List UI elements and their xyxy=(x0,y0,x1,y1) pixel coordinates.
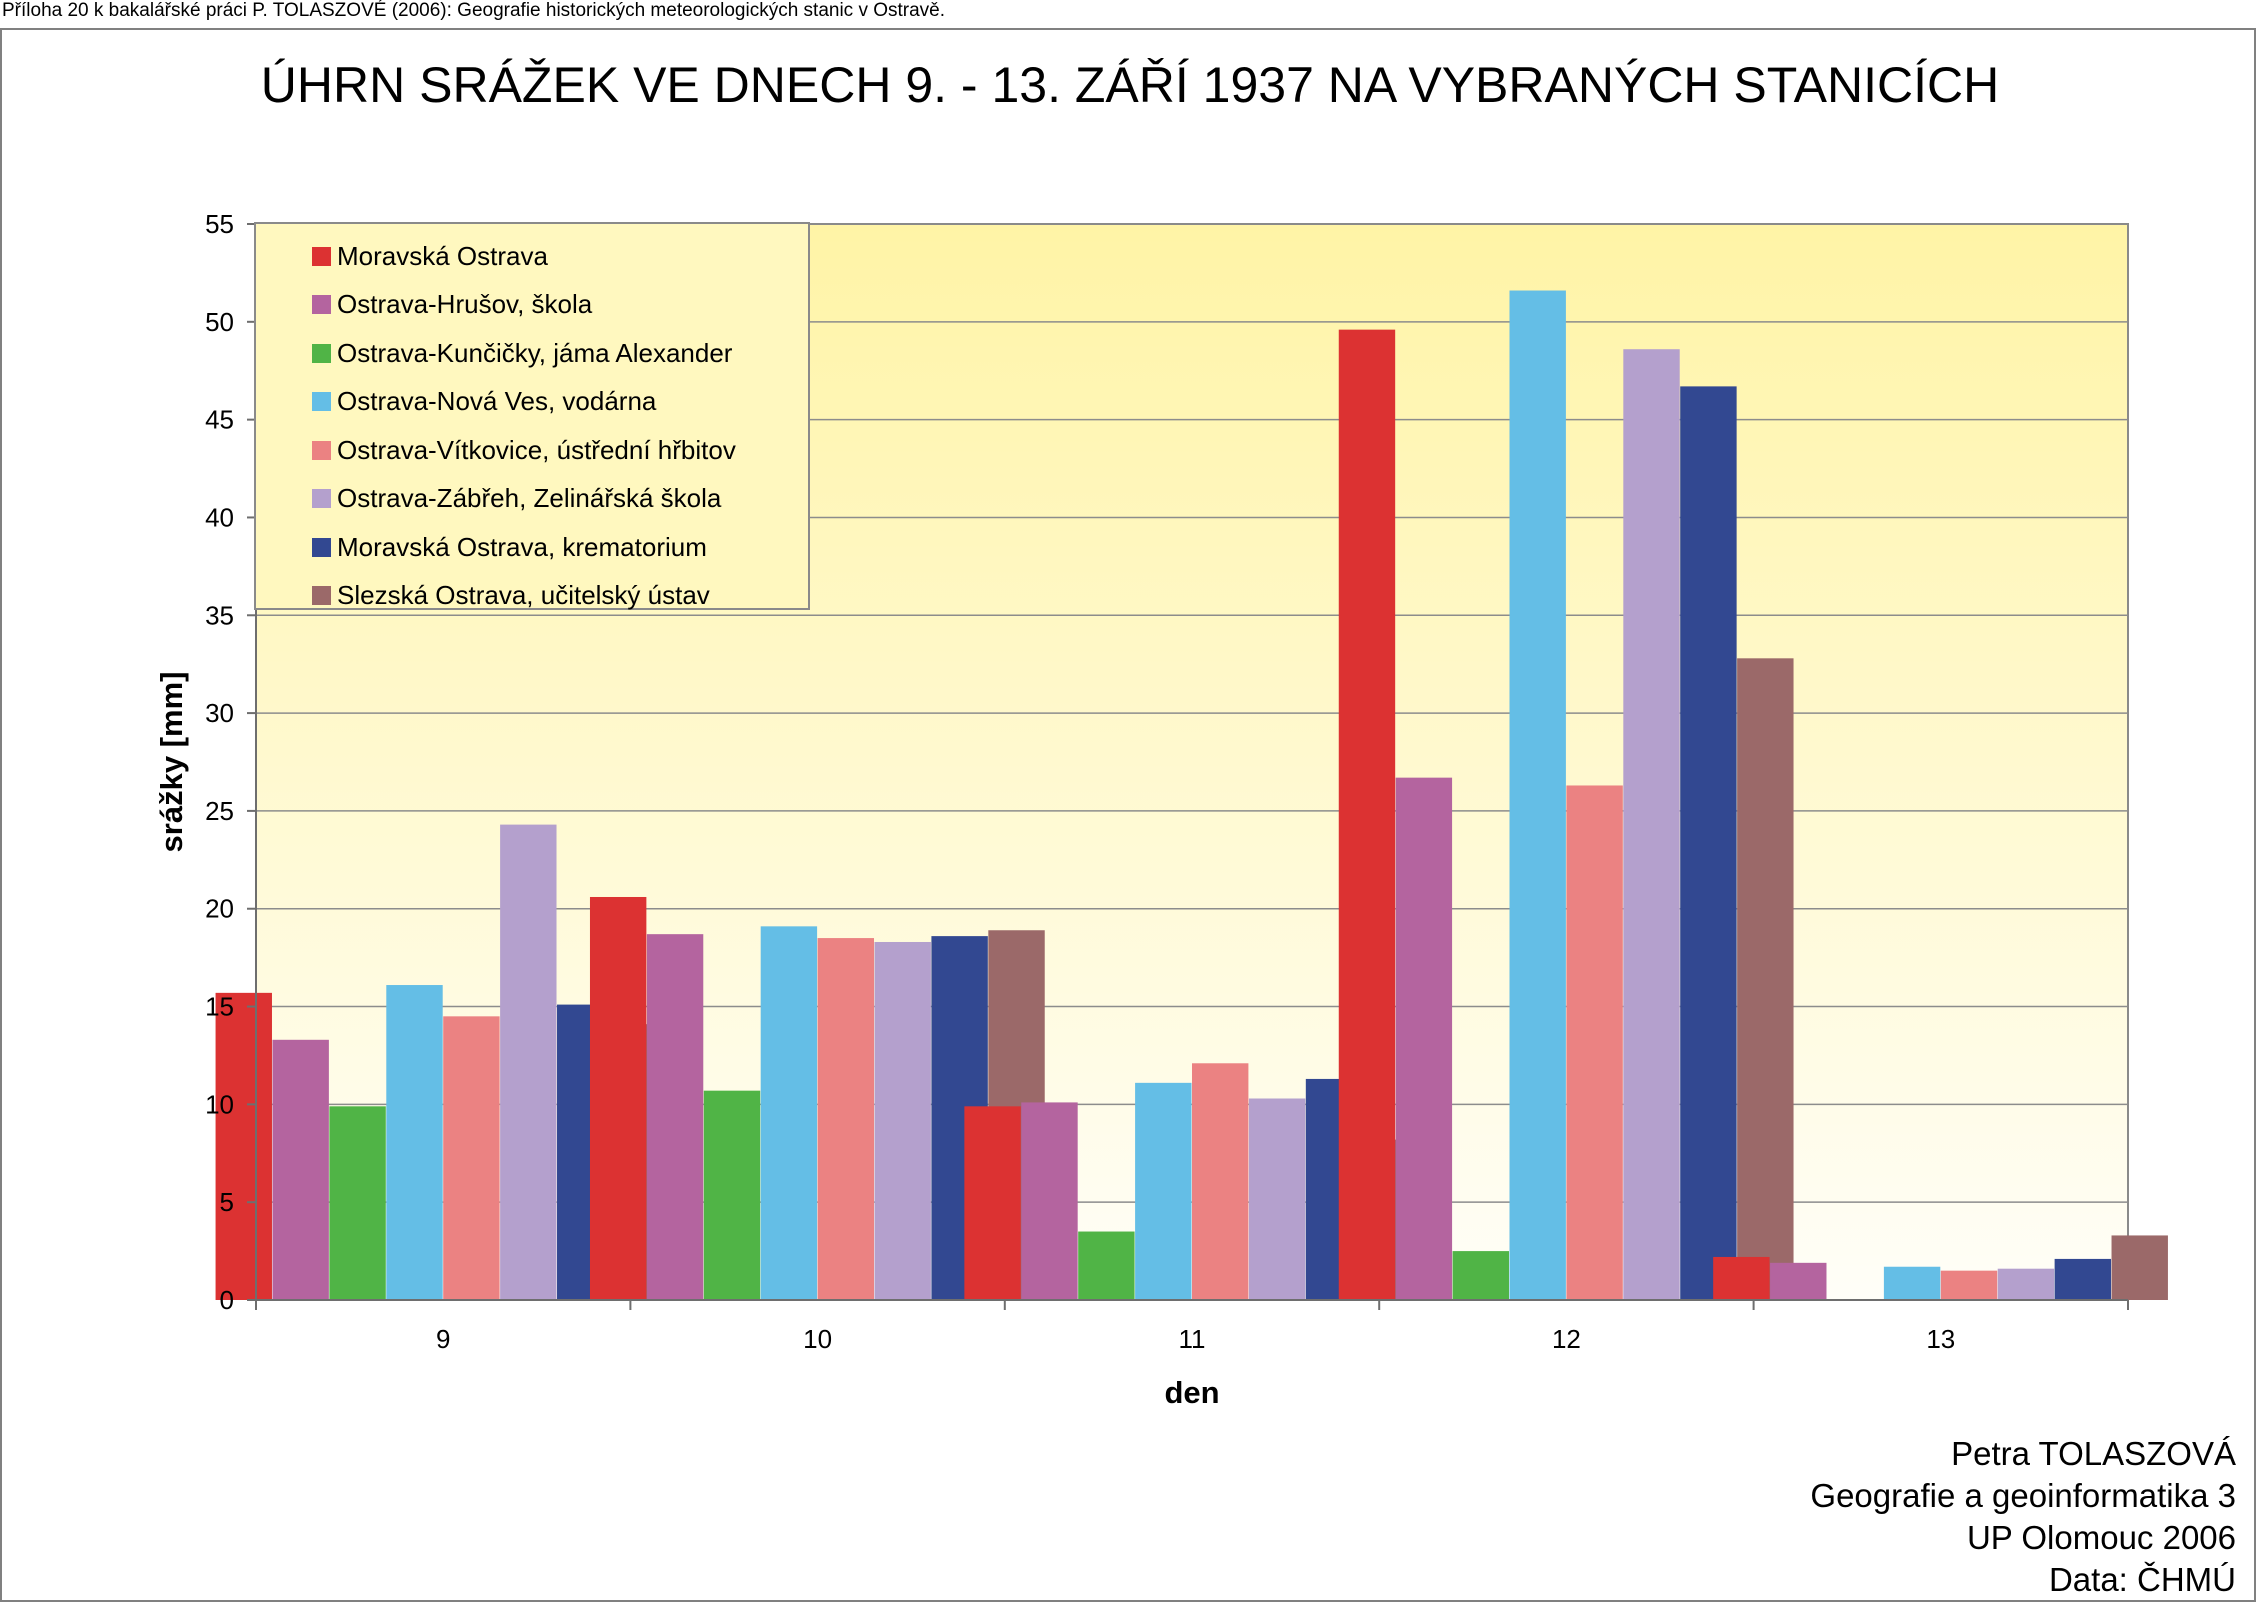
axis-labels: 0 5 10 15 20 25 30 35 40 45 50 55 9 10 11 12 13 den srážky… xyxy=(154,209,1955,1410)
bar xyxy=(443,1016,500,1300)
bar xyxy=(1078,1231,1135,1300)
bar xyxy=(215,992,272,1300)
bar xyxy=(964,1106,1021,1300)
x-tick-label: 11 xyxy=(1179,1324,1206,1354)
legend-label: Slezská Ostrava, učitelský ústav xyxy=(337,580,710,611)
bar xyxy=(1509,290,1566,1300)
x-axis-title: den xyxy=(1164,1375,1219,1410)
legend-item: Moravská Ostrava, krematorium xyxy=(256,523,808,572)
bar xyxy=(703,1090,761,1300)
author-program: Geografie a geoinformatika 3 xyxy=(1810,1477,2236,1514)
bar xyxy=(1248,1098,1306,1300)
y-tick-label: 40 xyxy=(205,502,234,532)
bar xyxy=(329,1106,386,1300)
legend-label: Moravská Ostrava, krematorium xyxy=(337,531,707,562)
legend-label: Ostrava-Hrušov, škola xyxy=(337,289,593,320)
legend-item: Ostrava-Nová Ves, vodárna xyxy=(256,378,808,427)
bar xyxy=(272,1039,329,1300)
y-tick-label: 25 xyxy=(205,796,234,826)
bar xyxy=(1395,777,1453,1300)
legend-label: Ostrava-Nová Ves, vodárna xyxy=(337,386,657,417)
chart-title: ÚHRN SRÁŽEK VE DNECH 9. - 13. ZÁŘÍ 1937 … xyxy=(260,57,2000,113)
bar xyxy=(1338,329,1396,1300)
legend-item: Ostrava-Hrušov, škola xyxy=(256,281,808,330)
bar xyxy=(1135,1082,1192,1300)
x-tick-label: 9 xyxy=(436,1324,450,1354)
bar xyxy=(1623,349,1680,1300)
bar xyxy=(1997,1268,2055,1300)
legend-swatch xyxy=(312,246,331,266)
bar xyxy=(1021,1102,1078,1300)
legend-label: Ostrava-Vítkovice, ústřední hřbitov xyxy=(337,434,736,465)
bar xyxy=(1452,1251,1509,1300)
legend-item: Ostrava-Zábřeh, Zelinářská škola xyxy=(256,475,808,524)
legend-label: Moravská Ostrava xyxy=(337,240,548,271)
bar xyxy=(874,941,931,1300)
legend-swatch xyxy=(312,489,331,509)
bar xyxy=(386,985,443,1300)
bar xyxy=(646,934,704,1300)
legend-swatch xyxy=(312,343,331,363)
legend-swatch xyxy=(312,586,331,606)
legend-swatch xyxy=(312,440,331,460)
bar xyxy=(1770,1262,1827,1300)
bar xyxy=(1192,1063,1249,1300)
y-tick-label: 55 xyxy=(205,209,234,239)
bar xyxy=(1680,386,1737,1300)
bars xyxy=(215,290,2168,1300)
bar xyxy=(760,926,818,1300)
bar xyxy=(2111,1235,2168,1300)
y-tick-label: 20 xyxy=(205,894,234,924)
legend-swatch xyxy=(312,392,331,412)
y-tick-label: 5 xyxy=(220,1187,234,1217)
x-tick-label: 13 xyxy=(1926,1324,1955,1354)
bar xyxy=(1883,1266,1941,1300)
bar xyxy=(589,896,647,1300)
legend-item: Moravská Ostrava xyxy=(256,232,808,281)
bar xyxy=(2054,1258,2112,1300)
x-tick-label: 12 xyxy=(1552,1324,1581,1354)
bar xyxy=(1566,785,1623,1300)
y-tick-label: 10 xyxy=(205,1089,234,1119)
legend-label: Ostrava-Zábřeh, Zelinářská škola xyxy=(337,483,722,514)
bar xyxy=(817,938,875,1300)
bar xyxy=(500,824,557,1300)
page-caption: Příloha 20 k bakalářské práci P. TOLASZO… xyxy=(2,0,946,21)
legend-swatch xyxy=(312,537,331,557)
legend-swatch xyxy=(312,295,331,315)
legend-item: Slezská Ostrava, učitelský ústav xyxy=(256,572,808,621)
legend-label: Ostrava-Kunčičky, jáma Alexander xyxy=(337,337,733,368)
y-tick-label: 50 xyxy=(205,307,234,337)
legend-item: Ostrava-Vítkovice, ústřední hřbitov xyxy=(256,426,808,475)
bar xyxy=(1737,658,1794,1300)
bar xyxy=(1940,1270,1998,1300)
author-name: Petra TOLASZOVÁ xyxy=(1951,1435,2236,1472)
y-tick-label: 45 xyxy=(205,405,234,435)
bar xyxy=(1713,1256,1770,1300)
y-tick-label: 35 xyxy=(205,600,234,630)
y-tick-label: 0 xyxy=(220,1285,234,1315)
author-block: Petra TOLASZOVÁ Geografie a geoinformati… xyxy=(1810,1433,2236,1601)
legend-item: Ostrava-Kunčičky, jáma Alexander xyxy=(256,329,808,378)
data-source: Data: ČHMÚ xyxy=(2048,1561,2236,1598)
author-institution: UP Olomouc 2006 xyxy=(1966,1519,2236,1556)
y-tick-label: 30 xyxy=(205,698,234,728)
legend: Moravská Ostrava Ostrava-Hrušov, škola Ost… xyxy=(254,222,810,610)
y-axis-title: srážky [mm] xyxy=(154,672,189,853)
x-tick-label: 10 xyxy=(803,1324,832,1354)
y-tick-label: 15 xyxy=(205,992,234,1022)
